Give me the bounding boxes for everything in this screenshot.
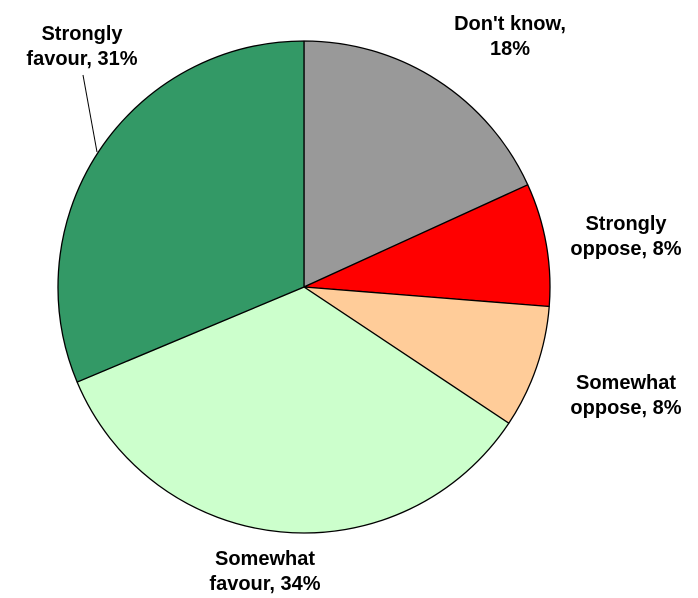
slice-label-1-line-1: oppose, 8% <box>570 238 681 260</box>
slice-labels: Don't know, 18%Strongly oppose, 8%Somewhat… <box>26 13 681 595</box>
pie-slices <box>57 40 551 534</box>
slice-label-2: Somewhat oppose, 8% <box>570 372 681 419</box>
slice-label-2-line-0: Somewhat <box>576 372 676 394</box>
slice-label-0-line-0: Don't know, <box>454 13 566 35</box>
slice-label-1: Strongly oppose, 8% <box>570 213 681 260</box>
slice-label-3-line-1: favour, 34% <box>209 573 320 595</box>
slice-label-3-line-0: Somewhat <box>215 548 315 570</box>
slice-label-4-line-1: favour, 31% <box>26 48 137 70</box>
leader-lines <box>82 74 98 153</box>
slice-label-4: Strongly favour, 31% <box>26 23 137 70</box>
slice-label-2-line-1: oppose, 8% <box>570 397 681 419</box>
slice-label-1-line-0: Strongly <box>585 213 667 235</box>
pie-slice-4 <box>57 40 305 383</box>
slice-label-0-line-1: 18% <box>490 38 530 60</box>
slice-label-3: Somewhat favour, 34% <box>209 548 320 595</box>
slice-label-0: Don't know, 18% <box>454 13 566 60</box>
pie-slice-2 <box>303 286 550 424</box>
slice-label-4-line-0: Strongly <box>41 23 123 45</box>
pie-slice-1 <box>303 184 551 308</box>
pie-slice-0 <box>303 40 529 288</box>
pie-slice-3 <box>76 286 510 534</box>
leader-line-strongly-favour <box>82 74 98 153</box>
